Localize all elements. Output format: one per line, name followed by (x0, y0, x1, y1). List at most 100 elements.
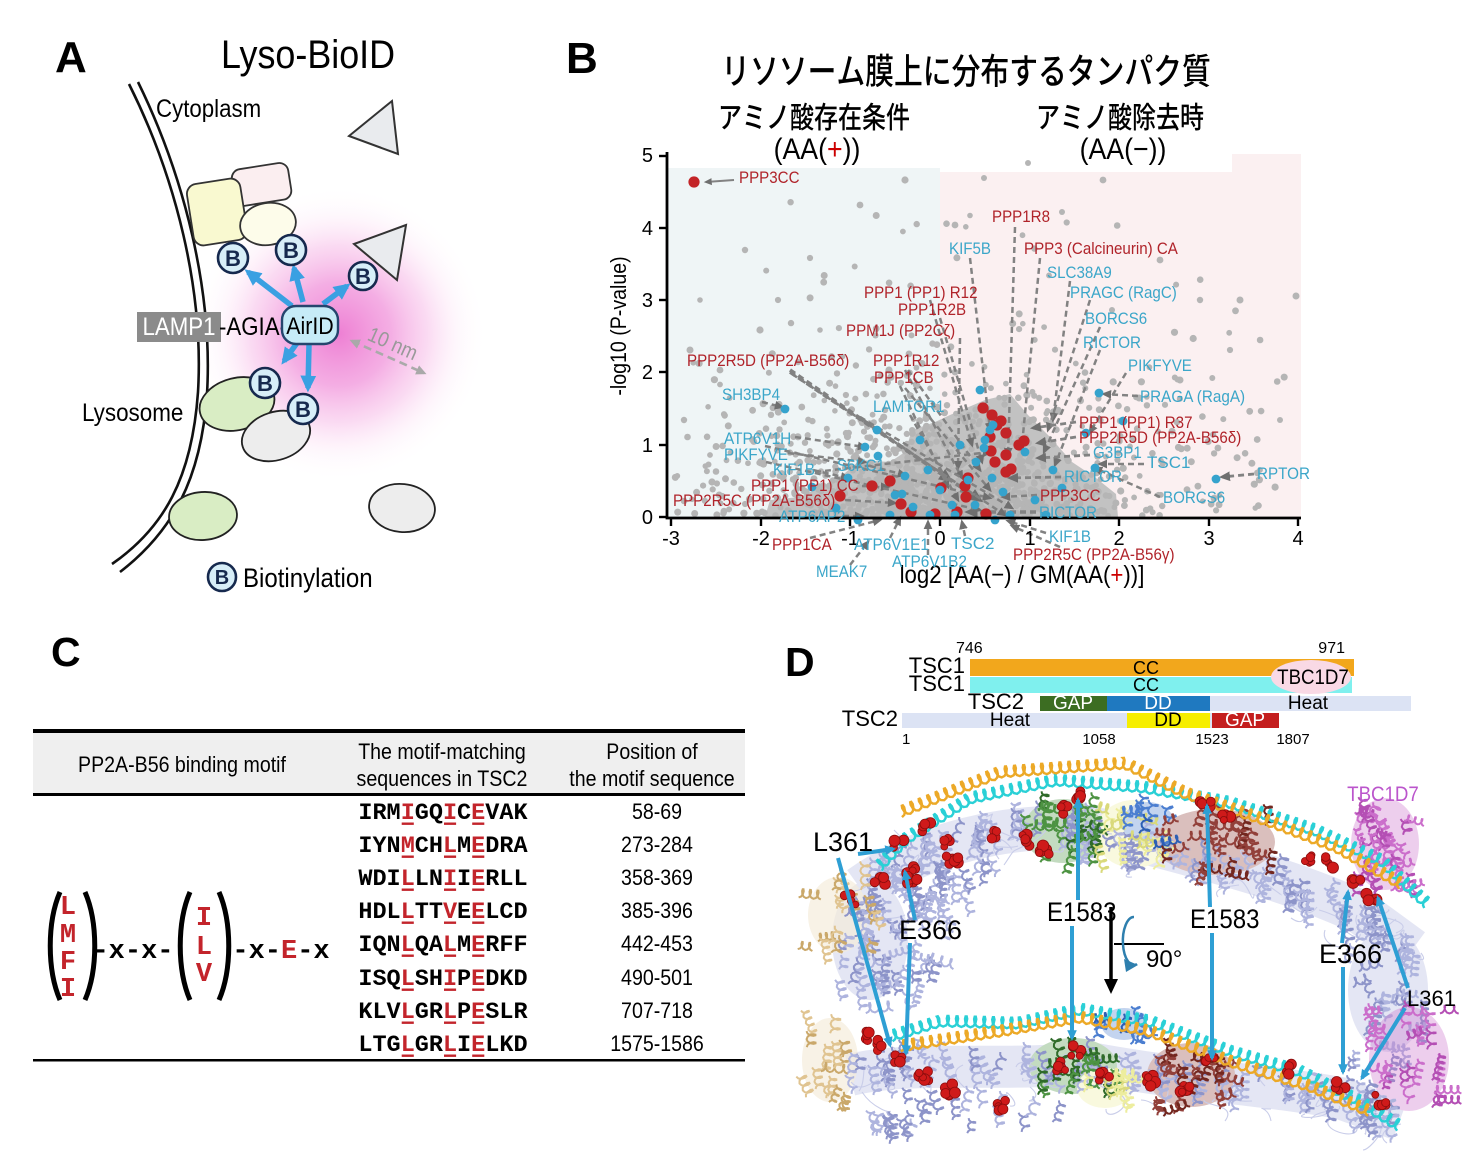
svg-text:L: L (401, 1032, 415, 1059)
svg-text:I: I (401, 800, 415, 827)
svg-text:TSC1: TSC1 (909, 671, 965, 696)
svg-text:-x-E-x: -x-E-x (232, 937, 329, 967)
svg-text:R: R (499, 833, 514, 860)
svg-text:E1583: E1583 (1190, 904, 1260, 934)
svg-text:D: D (485, 833, 499, 860)
svg-text:R: R (429, 1032, 444, 1059)
svg-text:M: M (60, 921, 76, 951)
svg-text:358-369: 358-369 (621, 865, 693, 890)
svg-text:L: L (60, 893, 76, 923)
svg-text:L: L (443, 833, 457, 860)
svg-text:C: C (457, 800, 471, 827)
svg-text:E366: E366 (899, 915, 962, 945)
svg-text:RPTOR: RPTOR (1257, 464, 1310, 483)
svg-text:Heat: Heat (990, 710, 1031, 731)
svg-text:PPP1R8: PPP1R8 (992, 207, 1050, 226)
svg-text:-3: -3 (662, 528, 680, 550)
svg-text:R: R (485, 932, 500, 959)
svg-text:E: E (457, 899, 471, 926)
svg-text:R: R (373, 800, 388, 827)
svg-text:Q: Q (387, 966, 401, 993)
svg-text:971: 971 (1318, 640, 1345, 657)
svg-text:PIKFYVE: PIKFYVE (1128, 356, 1192, 375)
svg-text:D: D (513, 899, 527, 926)
svg-text:PPP1 (PP1) CC: PPP1 (PP1) CC (751, 476, 859, 495)
svg-text:B: B (283, 238, 299, 263)
svg-text:D: D (485, 966, 499, 993)
svg-text:KIF1B: KIF1B (773, 460, 815, 479)
svg-text:E: E (471, 932, 485, 959)
svg-text:DD: DD (1144, 693, 1171, 714)
svg-text:Y: Y (373, 833, 388, 860)
svg-text:SLC38A9: SLC38A9 (1047, 263, 1112, 282)
svg-text:PPP2R5D (PP2A-B56δ): PPP2R5D (PP2A-B56δ) (1079, 428, 1241, 447)
svg-text:R: R (513, 999, 528, 1026)
svg-text:B: B (215, 567, 229, 589)
svg-text:K: K (499, 1032, 514, 1059)
svg-text:C: C (415, 833, 429, 860)
svg-text:I: I (196, 904, 212, 934)
svg-text:L: L (373, 999, 387, 1026)
svg-text:K: K (358, 999, 373, 1026)
svg-text:5: 5 (642, 145, 653, 167)
svg-text:F: F (513, 932, 527, 959)
svg-text:L: L (401, 866, 415, 893)
svg-text:R: R (429, 999, 444, 1026)
svg-text:L: L (443, 1032, 457, 1059)
svg-text:I: I (443, 866, 457, 893)
svg-text:The motif-matching: The motif-matching (358, 739, 526, 764)
svg-text:1: 1 (902, 731, 910, 748)
svg-text:I: I (387, 866, 401, 893)
svg-text:TBC1D7: TBC1D7 (1277, 666, 1349, 689)
svg-text:N: N (387, 833, 401, 860)
svg-text:E1583: E1583 (1047, 897, 1117, 927)
svg-text:log2 [AA(−) / GM(AA(+))]: log2 [AA(−) / GM(AA(+))] (900, 561, 1145, 589)
svg-text:K: K (499, 966, 514, 993)
svg-text:L: L (415, 866, 429, 893)
svg-text:CC: CC (1133, 658, 1159, 678)
svg-text:TSC2: TSC2 (951, 534, 994, 553)
svg-text:-x-x-: -x-x- (92, 937, 173, 967)
svg-text:E366: E366 (1319, 939, 1382, 969)
svg-text:H: H (429, 833, 443, 860)
svg-text:M: M (401, 833, 415, 860)
svg-text:E: E (471, 966, 485, 993)
svg-text:B: B (225, 246, 241, 271)
svg-text:L: L (358, 1032, 372, 1059)
svg-text:L: L (513, 866, 527, 893)
svg-text:Lysosome: Lysosome (82, 399, 183, 427)
svg-text:TSC1: TSC1 (1147, 453, 1190, 472)
svg-text:D: D (513, 966, 527, 993)
svg-text:Lyso-BioID: Lyso-BioID (221, 33, 395, 77)
svg-text:M: M (457, 833, 471, 860)
svg-text:T: T (429, 899, 443, 926)
svg-text:PRAGA (RagA): PRAGA (RagA) (1140, 387, 1245, 406)
svg-text:ATP6V1E1: ATP6V1E1 (854, 535, 929, 554)
svg-text:L: L (401, 966, 415, 993)
svg-text:Biotinylation: Biotinylation (243, 563, 373, 593)
svg-text:I: I (358, 966, 372, 993)
svg-text:KIF5B: KIF5B (949, 239, 991, 258)
svg-text:Cytoplasm: Cytoplasm (156, 95, 261, 123)
svg-text:PPP1 (PP1) R12: PPP1 (PP1) R12 (864, 283, 978, 302)
svg-text:S: S (373, 966, 387, 993)
svg-text:58-69: 58-69 (632, 799, 682, 824)
svg-text:PIKFYVE: PIKFYVE (724, 445, 788, 464)
svg-text:1575-1586: 1575-1586 (610, 1031, 704, 1056)
svg-text:442-453: 442-453 (621, 931, 693, 956)
svg-text:E: E (471, 1032, 485, 1059)
svg-text:DD: DD (1154, 710, 1181, 731)
svg-text:G: G (415, 999, 429, 1026)
svg-text:N: N (429, 866, 443, 893)
svg-text:PPP3 (Calcineurin) CA: PPP3 (Calcineurin) CA (1024, 239, 1178, 258)
svg-text:E: E (471, 833, 485, 860)
svg-text:4: 4 (1292, 528, 1303, 550)
svg-text:L: L (401, 899, 415, 926)
svg-text:L: L (196, 933, 212, 963)
svg-text:W: W (358, 866, 373, 893)
svg-text:PPP1 (PP1) R37: PPP1 (PP1) R37 (1079, 413, 1193, 432)
svg-text:Position of: Position of (606, 739, 698, 764)
svg-text:D: D (373, 899, 387, 926)
svg-text:PP2A-B56 binding motif: PP2A-B56 binding motif (78, 752, 287, 777)
svg-text:A: A (429, 932, 444, 959)
